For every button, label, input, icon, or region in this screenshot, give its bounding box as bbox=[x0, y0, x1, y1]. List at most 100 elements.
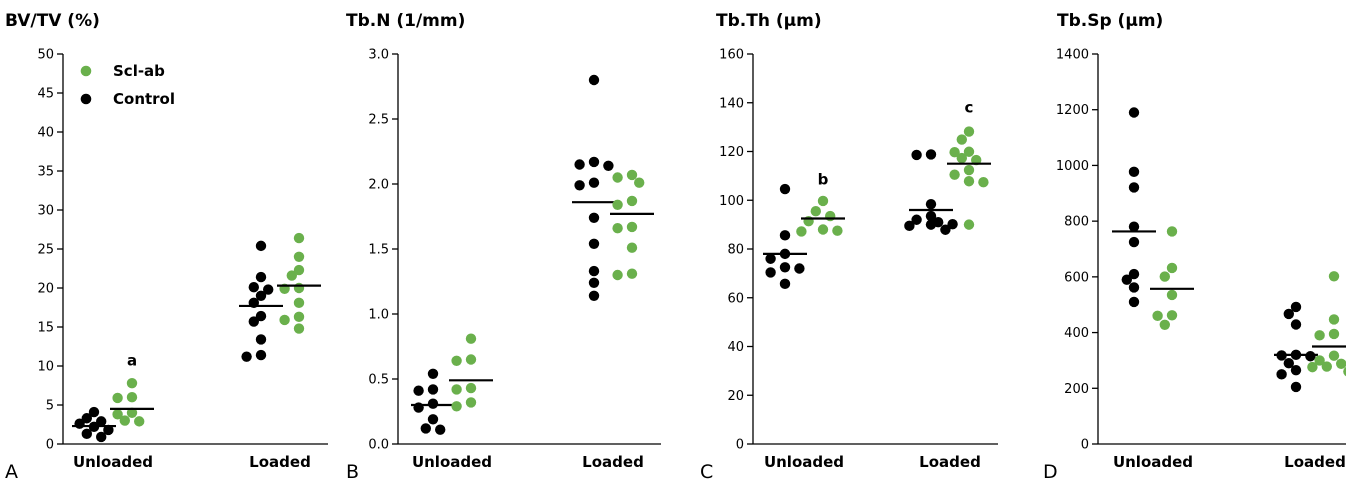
data-point bbox=[112, 409, 123, 420]
data-point bbox=[963, 126, 975, 137]
data-point bbox=[81, 428, 93, 440]
data-point bbox=[956, 134, 967, 145]
data-point bbox=[978, 177, 989, 188]
data-point bbox=[74, 418, 85, 429]
data-point bbox=[451, 401, 462, 412]
data-point bbox=[779, 278, 791, 290]
data-point bbox=[427, 398, 439, 409]
x-category-label: Unloaded bbox=[73, 453, 153, 471]
data-point bbox=[612, 269, 623, 281]
data-point bbox=[963, 146, 975, 157]
data-point bbox=[588, 277, 600, 288]
data-point bbox=[925, 210, 937, 222]
data-point bbox=[940, 224, 951, 235]
y-tick-label: 120 bbox=[719, 145, 744, 160]
panel-letter: D bbox=[1043, 461, 1058, 482]
y-tick-label: 50 bbox=[37, 48, 54, 63]
data-point bbox=[88, 406, 100, 418]
data-point bbox=[293, 232, 305, 244]
significance-annotation: b bbox=[818, 171, 829, 189]
data-point bbox=[427, 368, 439, 379]
data-point bbox=[956, 152, 967, 164]
y-tick-label: 140 bbox=[719, 96, 744, 111]
data-point bbox=[1290, 381, 1302, 393]
data-point bbox=[81, 413, 93, 424]
data-point bbox=[126, 377, 138, 389]
data-point bbox=[779, 183, 791, 195]
data-point bbox=[1307, 361, 1318, 373]
data-point bbox=[612, 172, 623, 183]
data-point bbox=[435, 424, 446, 435]
data-point bbox=[255, 240, 267, 252]
data-point bbox=[963, 176, 975, 187]
data-point bbox=[626, 221, 638, 233]
y-tick-label: 15 bbox=[37, 321, 54, 336]
data-point bbox=[765, 267, 776, 278]
data-point bbox=[293, 323, 305, 334]
data-point bbox=[765, 253, 776, 264]
data-point bbox=[626, 195, 638, 207]
data-point bbox=[1290, 364, 1302, 376]
data-point bbox=[427, 384, 439, 395]
data-point bbox=[963, 219, 975, 230]
y-tick-label: 80 bbox=[727, 243, 744, 258]
data-point bbox=[911, 214, 922, 225]
data-point bbox=[1328, 314, 1340, 325]
data-point bbox=[465, 333, 477, 344]
panel-title: Tb.Sp (µm) bbox=[1057, 11, 1163, 31]
data-point bbox=[1121, 274, 1133, 285]
data-point bbox=[112, 392, 123, 404]
data-point bbox=[947, 218, 958, 230]
data-point bbox=[925, 198, 937, 210]
legend-label-scl-ab: Scl-ab bbox=[113, 62, 165, 80]
data-point bbox=[588, 74, 600, 86]
data-point bbox=[134, 416, 145, 427]
panel-letter: B bbox=[346, 461, 359, 482]
panel-d: Tb.Sp (µm) 0 200 400 600 800 1000 1200 1400 Unloa… bbox=[1043, 11, 1346, 482]
legend-marker-control bbox=[80, 93, 92, 105]
data-point bbox=[1152, 310, 1163, 322]
y-tick-label: 0 bbox=[1081, 438, 1089, 453]
data-point bbox=[413, 385, 424, 396]
data-point bbox=[263, 284, 274, 295]
data-point bbox=[1314, 355, 1325, 366]
panel-c: Tb.Th (µm) 0 20 40 60 80 100 120 140 160 Unloaded L… bbox=[700, 11, 998, 482]
data-point bbox=[796, 226, 807, 237]
data-point bbox=[1290, 319, 1302, 330]
data-point bbox=[626, 169, 638, 181]
data-point bbox=[911, 149, 922, 161]
x-category-label: Unloaded bbox=[1113, 453, 1193, 471]
data-point bbox=[126, 392, 138, 403]
data-point bbox=[293, 282, 305, 294]
data-point bbox=[1305, 351, 1316, 362]
data-point bbox=[241, 351, 252, 362]
data-point bbox=[1128, 268, 1140, 280]
data-point bbox=[255, 310, 267, 322]
data-point bbox=[574, 159, 585, 170]
data-point bbox=[904, 220, 915, 232]
significance-annotation: c bbox=[965, 99, 974, 117]
data-point bbox=[1128, 296, 1140, 308]
data-point bbox=[1283, 308, 1295, 320]
data-point bbox=[1336, 358, 1346, 369]
y-tick-label: 0.0 bbox=[368, 438, 389, 453]
y-tick-label: 35 bbox=[37, 165, 54, 180]
panel-b: Tb.N (1/mm) 0.0 0.5 1.0 1.5 2.0 2.5 3.0 Unloaded… bbox=[346, 11, 661, 482]
y-tick-label: 1400 bbox=[1056, 48, 1089, 63]
data-point bbox=[1128, 182, 1140, 193]
data-point bbox=[1328, 328, 1340, 340]
data-point bbox=[420, 423, 431, 434]
data-point bbox=[451, 355, 462, 366]
y-tick-label: 40 bbox=[727, 340, 744, 355]
y-tick-label: 60 bbox=[727, 291, 744, 306]
y-tick-label: 200 bbox=[1064, 382, 1089, 397]
data-point bbox=[603, 160, 614, 171]
y-tick-label: 160 bbox=[719, 48, 744, 63]
data-point bbox=[96, 416, 107, 427]
data-point bbox=[255, 349, 267, 361]
data-point bbox=[588, 156, 600, 168]
data-point bbox=[588, 265, 600, 277]
data-point bbox=[248, 282, 259, 293]
data-point bbox=[817, 224, 829, 235]
